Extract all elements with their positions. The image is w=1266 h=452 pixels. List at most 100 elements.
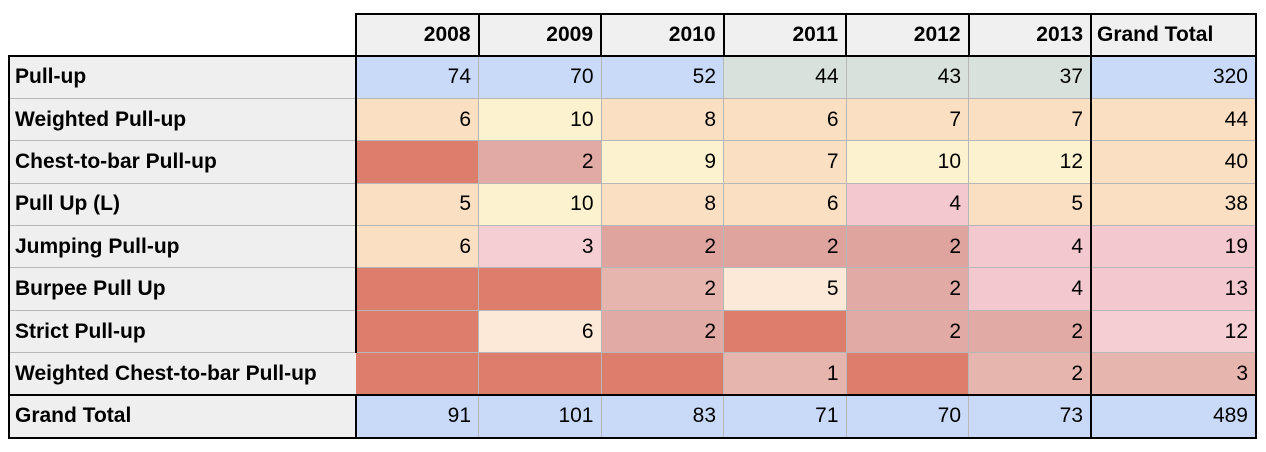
- value-cell[interactable]: 7: [968, 97, 1092, 142]
- empty-cell[interactable]: [478, 267, 602, 311]
- value-cell[interactable]: 19: [1090, 225, 1257, 269]
- value-cell[interactable]: 12: [968, 140, 1092, 184]
- row-label[interactable]: Strict Pull-up: [8, 309, 357, 354]
- value-cell[interactable]: 52: [600, 54, 724, 99]
- value-cell[interactable]: 3: [478, 225, 602, 269]
- value-cell[interactable]: 70: [845, 394, 969, 439]
- row-label[interactable]: Chest-to-bar Pull-up: [8, 140, 357, 184]
- value-cell[interactable]: 2: [845, 225, 969, 269]
- row-label[interactable]: Weighted Chest-to-bar Pull-up: [8, 352, 356, 396]
- value-cell[interactable]: 5: [968, 182, 1092, 227]
- value-cell[interactable]: 101: [478, 394, 602, 439]
- row-label-text: Jumping Pull-up: [15, 234, 180, 258]
- column-header-2010[interactable]: 2010: [600, 13, 725, 57]
- pivot-header: 2008 2009 2010 2011 2012 2013 Grand Total: [9, 13, 1257, 57]
- value-cell[interactable]: 10: [478, 97, 602, 142]
- column-header-2009[interactable]: 2009: [477, 13, 602, 57]
- value-cell[interactable]: 44: [1090, 97, 1257, 142]
- value-cell[interactable]: 3: [1090, 352, 1257, 396]
- value-cell[interactable]: 5: [355, 182, 479, 227]
- value-cell[interactable]: 2: [845, 267, 969, 311]
- row-label[interactable]: Grand Total: [8, 394, 357, 439]
- row-label-text: Weighted Pull-up: [15, 107, 187, 131]
- column-header-2008[interactable]: 2008: [355, 13, 480, 57]
- value-cell[interactable]: 6: [723, 97, 847, 142]
- value-cell[interactable]: 10: [478, 182, 602, 227]
- empty-cell[interactable]: [356, 352, 479, 396]
- value-cell[interactable]: 489: [1090, 394, 1257, 439]
- table-row: Burpee Pull Up 2 5 2 4 13: [8, 267, 1257, 311]
- row-label-text: Grand Total: [15, 404, 132, 428]
- empty-cell[interactable]: [478, 352, 602, 396]
- value-cell[interactable]: 4: [845, 182, 969, 227]
- value-cell[interactable]: 6: [478, 309, 602, 354]
- column-header-2013[interactable]: 2013: [967, 13, 1092, 57]
- table-row: Pull-up 74 70 52 44 43 37 320: [8, 54, 1257, 99]
- value-cell[interactable]: 74: [355, 54, 479, 99]
- column-header-2012[interactable]: 2012: [845, 13, 970, 57]
- header-row: 2008 2009 2010 2011 2012 2013 Grand Total: [9, 13, 1257, 57]
- row-label-text: Chest-to-bar Pull-up: [15, 149, 217, 173]
- value-cell[interactable]: 7: [845, 97, 969, 142]
- value-cell[interactable]: 13: [1090, 267, 1257, 311]
- empty-cell[interactable]: [845, 352, 969, 396]
- row-label[interactable]: Pull-up: [8, 54, 357, 99]
- pivot-table: 2008 2009 2010 2011 2012 2013 Grand Total Pull…: [8, 13, 1257, 439]
- value-cell[interactable]: 37: [968, 54, 1092, 99]
- value-cell[interactable]: 10: [845, 140, 969, 184]
- table-row: Chest-to-bar Pull-up 2 9 7 10 12 40: [8, 140, 1257, 184]
- value-cell[interactable]: 8: [600, 97, 724, 142]
- value-cell[interactable]: 91: [355, 394, 479, 439]
- empty-cell[interactable]: [355, 140, 479, 184]
- value-cell[interactable]: 5: [723, 267, 847, 311]
- row-label-text: Pull-up: [15, 65, 87, 89]
- value-cell[interactable]: 320: [1090, 54, 1257, 99]
- value-cell[interactable]: 43: [845, 54, 969, 99]
- table-row: Weighted Pull-up 6 10 8 6 7 7 44: [8, 97, 1257, 142]
- row-label-text: Pull Up (L): [15, 192, 120, 216]
- value-cell[interactable]: 2: [600, 309, 724, 354]
- value-cell[interactable]: 83: [600, 394, 724, 439]
- value-cell[interactable]: 7: [723, 140, 847, 184]
- column-header-2011[interactable]: 2011: [722, 13, 847, 57]
- value-cell[interactable]: 2: [968, 352, 1092, 396]
- row-label-text: Weighted Chest-to-bar Pull-up: [15, 361, 317, 385]
- column-header-grand-total[interactable]: Grand Total: [1090, 13, 1257, 57]
- value-cell[interactable]: 44: [723, 54, 847, 99]
- value-cell[interactable]: 2: [600, 225, 724, 269]
- row-label[interactable]: Jumping Pull-up: [8, 225, 357, 269]
- value-cell[interactable]: 6: [723, 182, 847, 227]
- value-cell[interactable]: 9: [600, 140, 724, 184]
- value-cell[interactable]: 38: [1090, 182, 1257, 227]
- row-label[interactable]: Burpee Pull Up: [8, 267, 357, 311]
- value-cell[interactable]: 73: [968, 394, 1092, 439]
- value-cell[interactable]: 8: [600, 182, 724, 227]
- grand-total-row: Grand Total 91 101 83 71 70 73 489: [8, 394, 1257, 439]
- value-cell[interactable]: 6: [355, 225, 479, 269]
- value-cell[interactable]: 2: [600, 267, 724, 311]
- table-row: Jumping Pull-up 6 3 2 2 2 4 19: [8, 225, 1257, 269]
- row-label[interactable]: Pull Up (L): [8, 182, 357, 227]
- empty-cell[interactable]: [355, 267, 479, 311]
- value-cell[interactable]: 2: [723, 225, 847, 269]
- value-cell[interactable]: 6: [355, 97, 479, 142]
- empty-cell[interactable]: [355, 309, 479, 354]
- table-row: Weighted Chest-to-bar Pull-up 1 2 3: [8, 352, 1257, 396]
- row-label-text: Burpee Pull Up: [15, 277, 166, 301]
- value-cell[interactable]: 1: [723, 352, 847, 396]
- empty-cell[interactable]: [723, 309, 847, 354]
- value-cell[interactable]: 2: [968, 309, 1092, 354]
- table-row: Strict Pull-up 6 2 2 2 12: [8, 309, 1257, 354]
- pivot-body: Pull-up 74 70 52 44 43 37 320 Weighted Pull-up 6 1…: [8, 54, 1257, 439]
- value-cell[interactable]: 4: [968, 225, 1092, 269]
- value-cell[interactable]: 4: [968, 267, 1092, 311]
- row-label[interactable]: Weighted Pull-up: [8, 97, 357, 142]
- empty-cell[interactable]: [600, 352, 724, 396]
- value-cell[interactable]: 40: [1090, 140, 1257, 184]
- value-cell[interactable]: 2: [845, 309, 969, 354]
- value-cell[interactable]: 70: [478, 54, 602, 99]
- value-cell[interactable]: 71: [723, 394, 847, 439]
- table-row: Pull Up (L) 5 10 8 6 4 5 38: [8, 182, 1257, 227]
- value-cell[interactable]: 12: [1090, 309, 1257, 354]
- value-cell[interactable]: 2: [478, 140, 602, 184]
